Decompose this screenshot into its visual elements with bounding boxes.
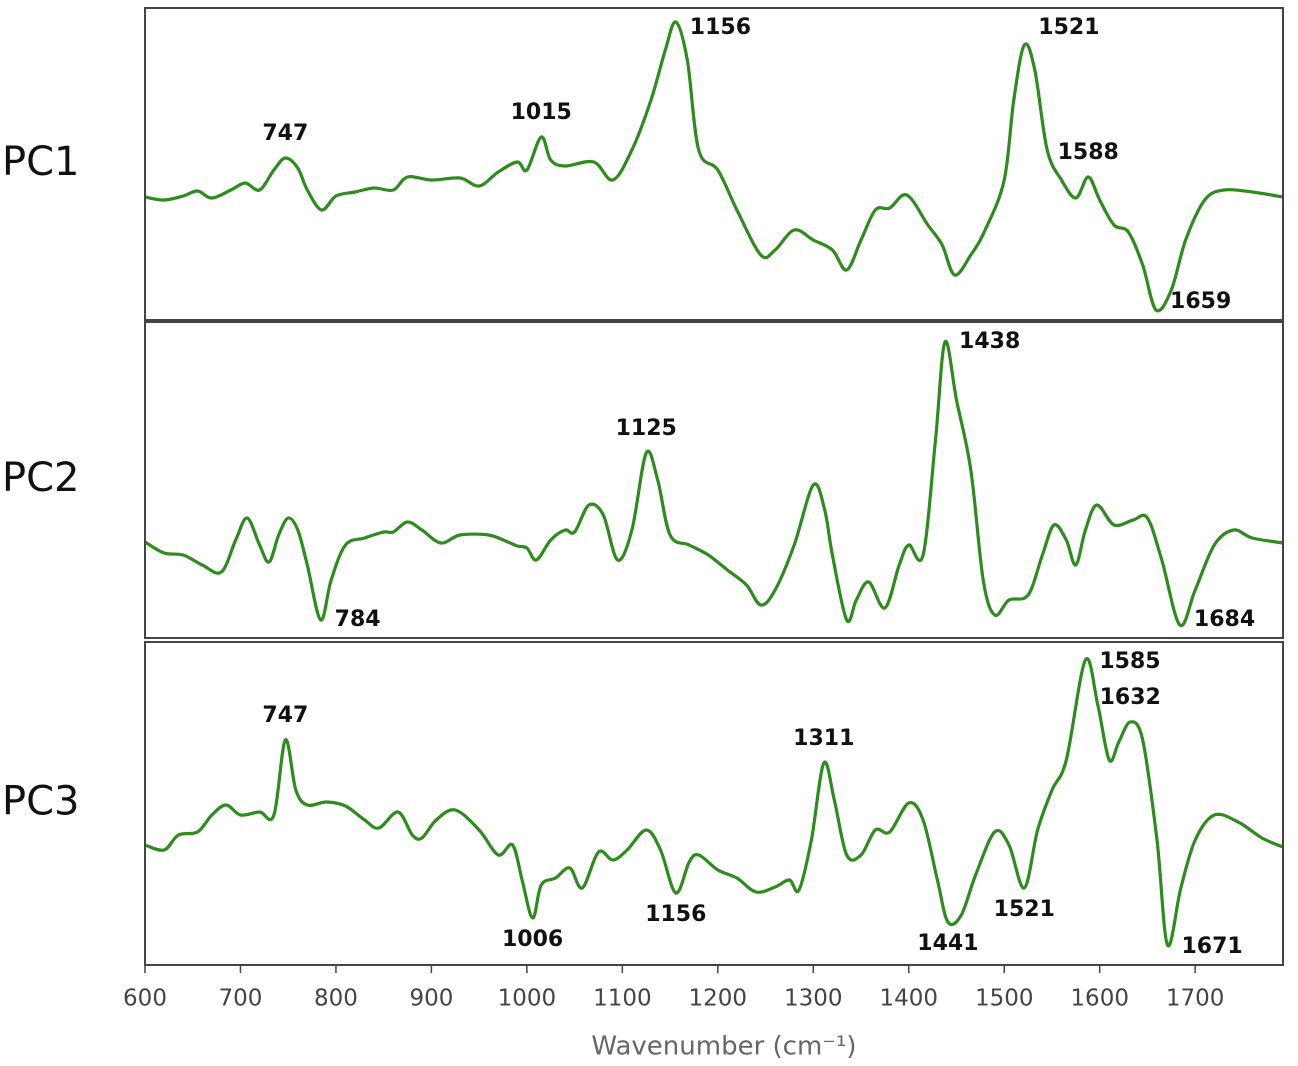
trough-label: 1684 [1194, 607, 1255, 632]
x-tick-label: 1400 [879, 986, 938, 1012]
trough-label: 1671 [1181, 934, 1242, 959]
panel-title: PC2 [2, 455, 80, 501]
peak-label: 747 [262, 703, 308, 728]
trough-label: 1156 [645, 902, 706, 927]
panel-frame [144, 641, 1284, 966]
panel-title: PC3 [2, 779, 80, 825]
x-tick-label: 1500 [975, 986, 1034, 1012]
spectrum-line [145, 339, 1283, 628]
panel-frame [144, 7, 1284, 321]
peak-label: 1311 [793, 726, 854, 751]
panel-title: PC1 [2, 139, 80, 185]
x-tick-label: 700 [219, 986, 263, 1012]
x-axis-label: Wavenumber (cm⁻¹) [591, 1032, 856, 1062]
peak-label: 1156 [690, 15, 751, 40]
trough-label: 1659 [1170, 289, 1231, 314]
x-tick-label: 900 [409, 986, 453, 1012]
x-tick-label: 1100 [593, 986, 652, 1012]
peak-label: 1521 [1038, 15, 1099, 40]
spectrum-line [145, 20, 1283, 313]
trough-label: 784 [335, 607, 381, 632]
trough-label: 1441 [917, 931, 978, 956]
x-tick-label: 1300 [784, 986, 843, 1012]
trough-label: 1006 [502, 927, 563, 952]
peak-label: 1125 [616, 416, 677, 441]
peak-label: 1585 [1099, 649, 1160, 674]
peak-label: 747 [262, 121, 308, 146]
peak-label: 1588 [1058, 140, 1119, 165]
peak-label: 1438 [959, 329, 1020, 354]
x-tick-label: 1000 [498, 986, 557, 1012]
panel-frame [144, 321, 1284, 639]
x-tick-label: 1200 [689, 986, 748, 1012]
x-tick-label: 1600 [1070, 986, 1129, 1012]
x-tick-label: 600 [123, 986, 167, 1012]
trough-label: 1521 [994, 897, 1055, 922]
x-tick-label: 1700 [1166, 986, 1225, 1012]
peak-label: 1015 [511, 100, 572, 125]
spectrum-line [145, 656, 1283, 948]
peak-label: 1632 [1100, 685, 1161, 710]
x-tick-label: 800 [314, 986, 358, 1012]
